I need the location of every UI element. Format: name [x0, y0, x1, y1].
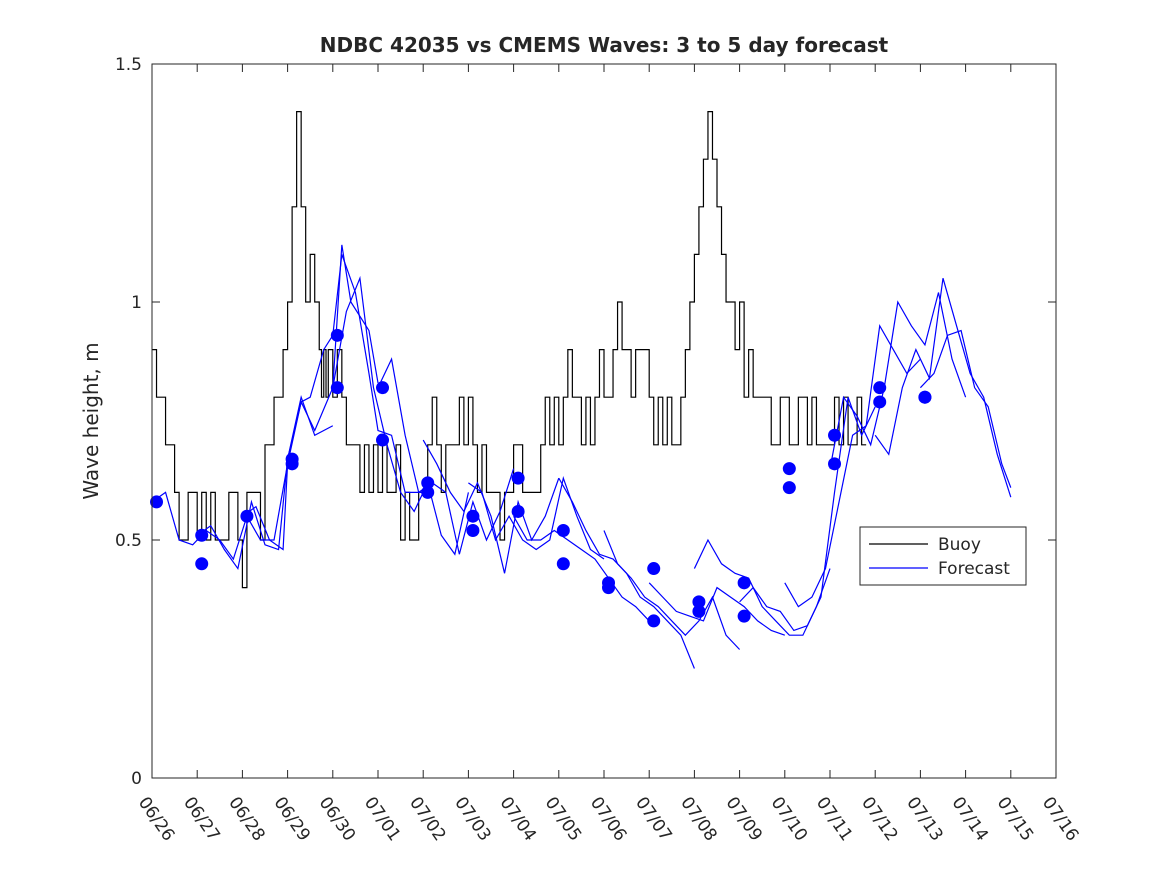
forecast-marker [285, 457, 299, 471]
forecast-marker [737, 609, 751, 623]
forecast-marker [195, 557, 209, 571]
forecast-line [874, 278, 1012, 498]
forecast-marker [782, 481, 796, 495]
forecast-marker [466, 509, 480, 523]
forecast-marker [195, 528, 209, 542]
forecast-marker [692, 604, 706, 618]
forecast-marker [376, 433, 390, 447]
forecast-line [151, 463, 289, 561]
forecast-marker [873, 381, 887, 395]
forecast-marker [737, 576, 751, 590]
forecast-line [196, 395, 334, 571]
forecast-marker [828, 428, 842, 442]
legend: Buoy Forecast [859, 526, 1027, 586]
forecast-marker [330, 381, 344, 395]
y-tick-label: 1 [131, 293, 142, 313]
forecast-line [513, 515, 650, 622]
forecast-line [468, 475, 605, 560]
legend-label-forecast: Forecast [938, 559, 1010, 579]
forecast-marker [828, 457, 842, 471]
forecast-line [332, 275, 469, 556]
plot-area [152, 64, 1056, 778]
legend-label-buoy: Buoy [938, 535, 981, 555]
forecast-marker [466, 523, 480, 537]
chart-title: NDBC 42035 vs CMEMS Waves: 3 to 5 day fo… [320, 33, 889, 57]
forecast-line [919, 329, 1012, 488]
forecast-marker [647, 562, 661, 576]
forecast-line [603, 530, 741, 650]
forecast-marker [647, 614, 661, 628]
buoy-series-layer [152, 111, 867, 589]
forecast-line [422, 439, 560, 574]
forecast-marker [602, 581, 616, 595]
forecast-line [784, 323, 921, 608]
forecast-marker [376, 381, 390, 395]
legend-box [859, 526, 1027, 586]
forecast-marker [692, 595, 706, 609]
forecast-marker [556, 523, 570, 537]
forecast-marker [240, 509, 254, 523]
forecast-line [287, 254, 424, 493]
y-tick-label: 0.5 [115, 531, 142, 551]
forecast-markers-layer [150, 328, 932, 628]
forecast-marker [421, 485, 435, 499]
forecast-marker [421, 476, 435, 490]
forecast-line [377, 357, 515, 555]
buoy-line [152, 111, 867, 589]
forecast-series-layer [151, 244, 1012, 669]
forecast-marker [556, 557, 570, 571]
forecast-marker [873, 395, 887, 409]
forecast-line [829, 292, 967, 469]
forecast-marker [330, 328, 344, 342]
forecast-line [242, 244, 379, 551]
forecast-marker [511, 504, 525, 518]
forecast-marker [918, 390, 932, 404]
forecast-line [648, 582, 785, 636]
y-axis-label: Wave height, m [79, 342, 103, 499]
y-tick-label: 0 [131, 769, 142, 789]
y-tick-label: 1.5 [115, 55, 142, 75]
forecast-marker [150, 495, 164, 509]
forecast-marker [782, 462, 796, 476]
forecast-marker [511, 471, 525, 485]
